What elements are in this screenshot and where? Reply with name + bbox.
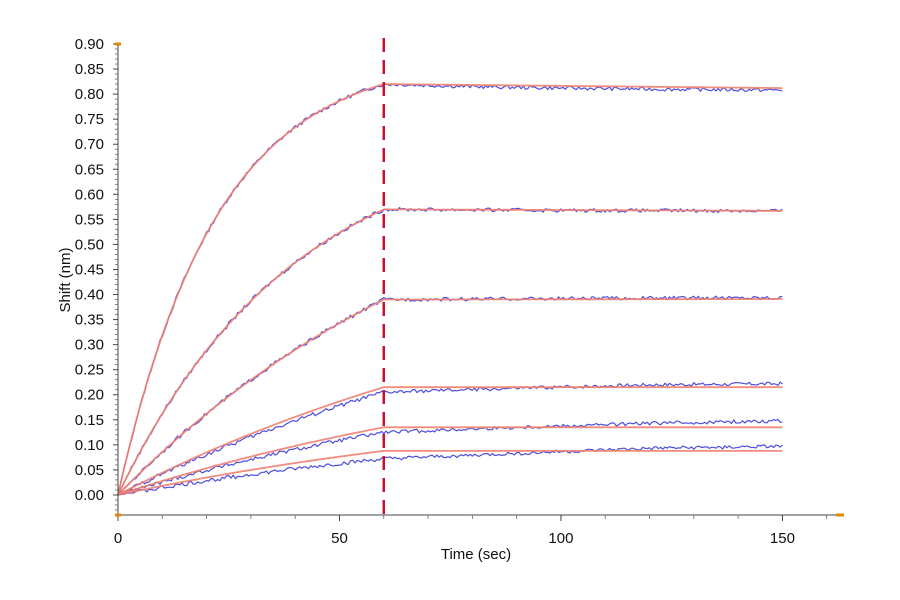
y-tick-label: 0.35 bbox=[75, 312, 104, 329]
x-tick-label: 150 bbox=[770, 530, 795, 547]
y-tick-label: 0.20 bbox=[75, 387, 104, 404]
y-axis-label: Shift (nm) bbox=[57, 247, 74, 312]
y-tick-label: 0.00 bbox=[75, 487, 104, 504]
y-tick-label: 0.50 bbox=[75, 236, 104, 253]
fit-curve bbox=[117, 450, 783, 496]
y-tick-label: 0.75 bbox=[75, 111, 104, 128]
y-tick-label: 0.65 bbox=[75, 161, 104, 178]
y-tick-label: 0.80 bbox=[75, 86, 104, 103]
measured-curve bbox=[117, 207, 783, 496]
x-tick-label: 0 bbox=[114, 530, 122, 547]
y-tick-label: 0.55 bbox=[75, 211, 104, 228]
y-tick-label: 0.10 bbox=[75, 437, 104, 454]
measured-curve bbox=[117, 444, 783, 496]
fit-curve bbox=[117, 426, 783, 496]
y-tick-label: 0.05 bbox=[75, 462, 104, 479]
y-tick-label: 0.90 bbox=[75, 36, 104, 53]
x-axis-label: Time (sec) bbox=[441, 546, 511, 563]
y-tick-label: 0.85 bbox=[75, 61, 104, 78]
fit-curve bbox=[117, 386, 783, 496]
measured-curve bbox=[117, 82, 783, 495]
y-tick-label: 0.30 bbox=[75, 337, 104, 354]
y-tick-label: 0.40 bbox=[75, 287, 104, 304]
measured-curve bbox=[118, 381, 783, 495]
x-tick-label: 100 bbox=[548, 530, 573, 547]
y-tick-label: 0.25 bbox=[75, 362, 104, 379]
x-tick-label: 50 bbox=[331, 530, 348, 547]
measured-curve bbox=[117, 418, 783, 496]
fit-curve bbox=[117, 208, 783, 496]
y-tick-label: 0.45 bbox=[75, 261, 104, 278]
y-tick-label: 0.15 bbox=[75, 412, 104, 429]
fit-curve bbox=[117, 298, 783, 496]
y-tick-label: 0.60 bbox=[75, 186, 104, 203]
fit-curve bbox=[117, 83, 783, 496]
y-tick-label: 0.70 bbox=[75, 136, 104, 153]
